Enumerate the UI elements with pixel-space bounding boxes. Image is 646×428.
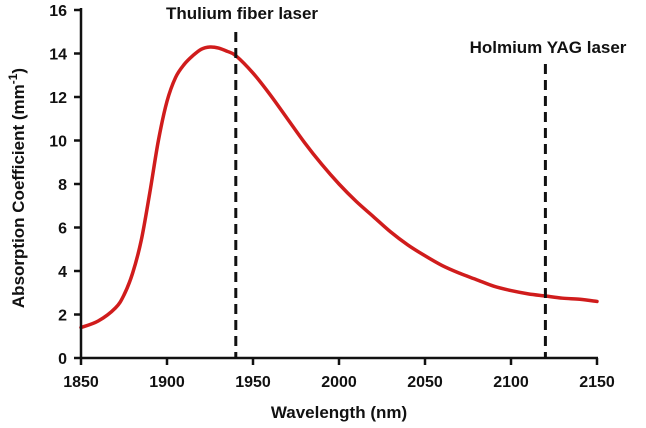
y-tick-layer: 0 2 4 6 8 10 12 14 16 — [49, 3, 81, 368]
laser-marker-label: Thulium fiber laser — [166, 4, 318, 23]
y-tick-label: 8 — [58, 177, 67, 194]
y-tick-label: 6 — [58, 221, 67, 238]
y-axis-title-main: Absorption Coefficient (mm — [9, 84, 28, 308]
y-tick-label: 10 — [49, 134, 67, 151]
x-tick-label: 1900 — [149, 374, 185, 391]
x-tick-label: 1950 — [235, 374, 271, 391]
plot-layer — [79, 45, 599, 330]
y-tick-label: 14 — [49, 47, 67, 64]
laser-marker-layer: Thulium fiber laser Holmium YAG laser — [166, 4, 627, 358]
laser-marker-label: Holmium YAG laser — [470, 38, 627, 57]
y-axis-title-superscript: -1 — [6, 73, 20, 84]
x-axis-title: Wavelength (nm) — [271, 403, 407, 422]
x-tick-label: 1850 — [63, 374, 99, 391]
x-tick-layer: 1850 1900 1950 2000 2050 2100 2150 — [63, 358, 615, 391]
y-tick-label: 16 — [49, 3, 67, 20]
x-tick-label: 2150 — [579, 374, 615, 391]
y-tick-label: 12 — [49, 90, 67, 107]
x-tick-label: 2000 — [321, 374, 357, 391]
y-tick-label: 4 — [58, 264, 67, 281]
y-tick-label: 0 — [58, 351, 67, 368]
y-tick-label: 2 — [58, 308, 67, 325]
y-axis-title: Absorption Coefficient (mm-1) — [6, 68, 28, 308]
y-axis-title-suffix: ) — [9, 68, 28, 74]
x-tick-label: 2050 — [407, 374, 443, 391]
x-tick-label: 2100 — [493, 374, 529, 391]
absorption-curve — [79, 45, 599, 330]
